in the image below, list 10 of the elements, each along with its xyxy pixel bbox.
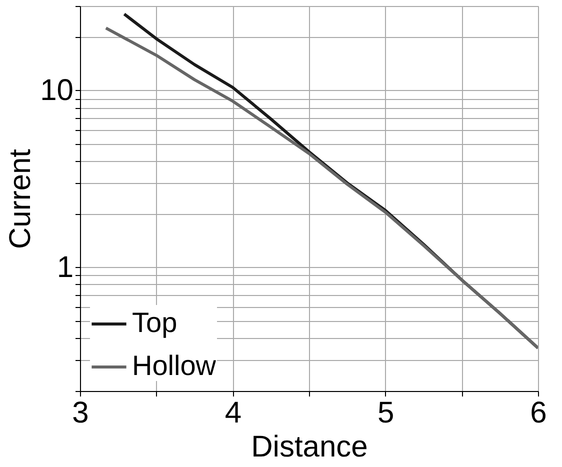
x-axis-title: Distance [251, 430, 368, 464]
x-tick-label: 4 [224, 396, 242, 430]
y-axis-title: Current [4, 148, 38, 250]
x-tick-label: 3 [72, 396, 89, 430]
y-tick-label: 1 [56, 250, 74, 284]
x-tick-label: 6 [530, 396, 547, 430]
x-tick-label: 5 [377, 396, 394, 430]
y-tick-label: 10 [40, 74, 74, 107]
legend-label: Hollow [132, 350, 217, 381]
legend-label: Top [132, 307, 178, 338]
